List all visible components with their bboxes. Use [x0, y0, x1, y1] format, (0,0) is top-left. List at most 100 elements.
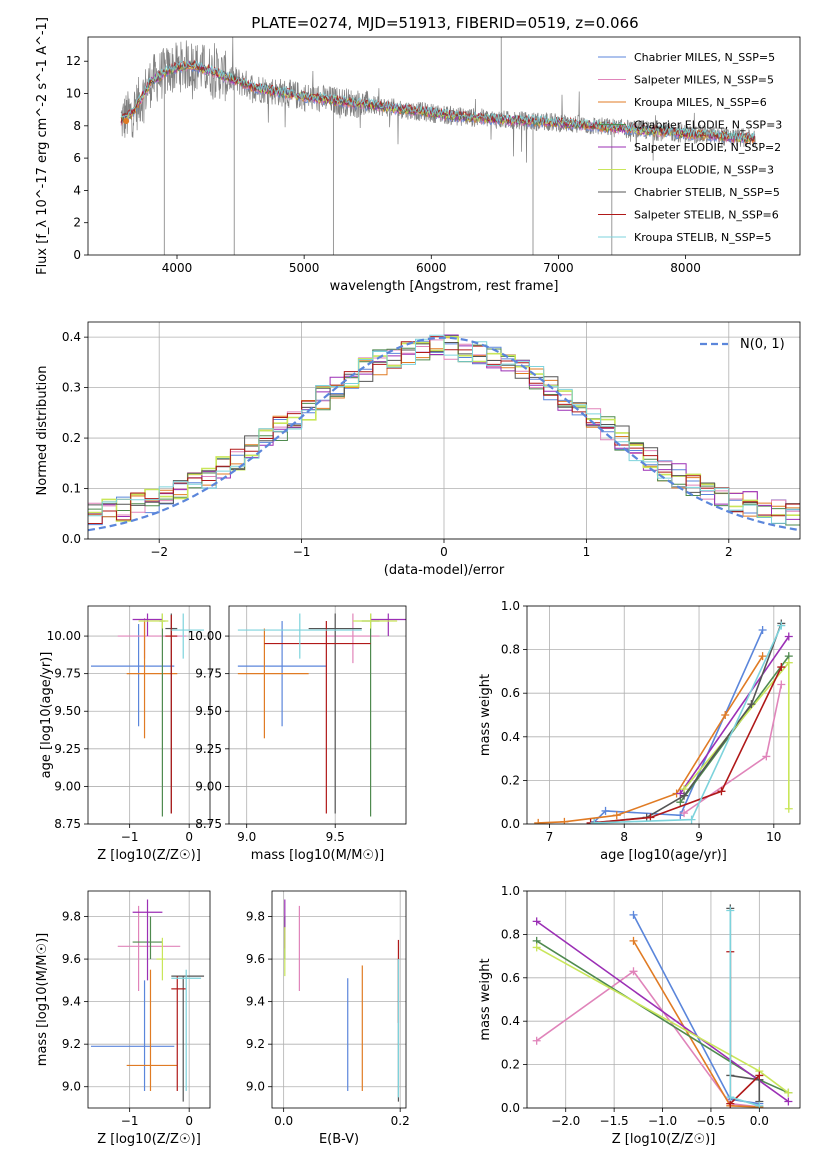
- legend: Chabrier MILES, N_SSP=5 Salpeter MILES, N…: [598, 51, 782, 244]
- weight-marker: [532, 1036, 541, 1045]
- weight-line-chabrier-miles: [590, 625, 767, 824]
- y-tick-label: 0.8: [501, 927, 520, 941]
- weight-line: [632, 914, 760, 1105]
- plot-area: [237, 613, 406, 817]
- weight-marker: [601, 806, 610, 815]
- legend-label: Kroupa ELODIE, N_SSP=3: [634, 164, 774, 177]
- ticks: −1 0 9.0 9.2 9.4 9.6 9.8: [62, 910, 193, 1128]
- weight-line-kroupa-stelib: [726, 906, 764, 1108]
- weight-marker: [784, 1088, 793, 1097]
- errorbar-kroupa-elodie: [352, 613, 398, 629]
- panel-age-vs-mass: 9.0 9.5 8.75 9.00 9.25 9.50 9.75 10.00 mass [log…: [188, 605, 407, 863]
- x-axis-label: mass [log10(M/M☉)]: [251, 848, 384, 863]
- weight-line-salpeter-elodie: [532, 917, 793, 1106]
- y-tick-label: 9.25: [54, 742, 81, 756]
- x-tick-label: −2: [150, 545, 168, 559]
- model-kroupa-stelib: [120, 59, 756, 142]
- weight-marker: [612, 811, 621, 820]
- ticks: 9.0 9.5 8.75 9.00 9.25 9.50 9.75 10.00: [188, 629, 345, 844]
- weight-line: [632, 940, 760, 1108]
- y-tick-label: 1.0: [501, 599, 520, 613]
- plot-area: [120, 37, 756, 255]
- y-tick-label: 9.75: [54, 667, 81, 681]
- y-tick-label: 10.00: [47, 629, 81, 643]
- y-axis-label: Flux [f_λ 10^-17 erg cm^-2 s^-1 A^-1]: [35, 17, 50, 275]
- axes-frame: [526, 890, 801, 1109]
- x-axis-label: E(B-V): [319, 1132, 359, 1147]
- y-tick-label: 0.0: [501, 817, 520, 831]
- y-tick-label: 9.75: [195, 667, 222, 681]
- grid: [272, 891, 406, 1108]
- ticks: 0.0 0.2 9.0 9.2 9.4 9.6 9.8: [246, 910, 410, 1128]
- ticks: −2.0 −1.5 −1.0 −0.5 0.0 0.0 0.2 0.4 0.6 0.8 1.0: [501, 884, 769, 1128]
- x-tick-label: 9.5: [326, 830, 345, 844]
- errorbar-chabrier-miles: [90, 624, 175, 727]
- y-tick-label: 1.0: [501, 884, 520, 898]
- x-tick-label: 7: [546, 830, 554, 844]
- y-tick-label: 9.00: [54, 779, 81, 793]
- errorbar-kroupa-stelib: [171, 969, 202, 1091]
- weight-marker: [784, 804, 793, 813]
- x-tick-label: 0.0: [750, 1114, 769, 1128]
- weight-marker: [629, 936, 638, 945]
- x-tick-label: 0.2: [391, 1114, 410, 1128]
- ticks: −1 0 8.75 9.00 9.25 9.50 9.75 10.00: [47, 629, 193, 844]
- y-tick-label: 0.0: [501, 1101, 520, 1115]
- weight-marker: [629, 967, 638, 976]
- legend-label: Salpeter MILES, N_SSP=5: [634, 74, 774, 87]
- weight-marker: [755, 1101, 764, 1108]
- y-tick-label: 8: [73, 119, 81, 133]
- y-tick-label: 9.0: [246, 1080, 265, 1094]
- plot-area: [90, 613, 205, 817]
- weight-marker: [755, 1071, 764, 1080]
- y-tick-label: 9.50: [195, 704, 222, 718]
- legend-label: Chabrier MILES, N_SSP=5: [634, 51, 775, 64]
- x-tick-label: 9: [695, 830, 703, 844]
- panel-weight-vs-Z: −2.0 −1.5 −1.0 −0.5 0.0 0.0 0.2 0.4 0.6 0.8 1.0 Z […: [478, 884, 801, 1147]
- errorbar-kroupa-stelib: [171, 613, 205, 659]
- x-tick-label: −1.5: [600, 1114, 629, 1128]
- errorbar-kroupa-elodie: [156, 937, 166, 981]
- weight-line: [679, 636, 790, 794]
- weight-marker: [726, 906, 735, 915]
- y-tick-label: 9.6: [246, 952, 265, 966]
- weight-line-chabrier-stelib: [590, 619, 786, 824]
- plot-area: [90, 899, 205, 1102]
- y-axis-label: mass weight: [478, 674, 493, 756]
- y-tick-label: 0.6: [501, 971, 520, 985]
- x-tick-label: −1: [293, 545, 311, 559]
- weight-marker: [784, 658, 793, 667]
- y-tick-label: 9.8: [246, 910, 265, 924]
- weight-marker: [560, 817, 569, 824]
- x-tick-label: 7000: [543, 261, 574, 275]
- x-tick-label: 5000: [289, 261, 320, 275]
- weight-line-salpeter-miles: [532, 967, 764, 1108]
- y-tick-label: 4: [73, 183, 81, 197]
- x-tick-label: 0: [440, 545, 448, 559]
- y-tick-label: 0.4: [501, 1014, 520, 1028]
- weight-marker: [676, 798, 685, 807]
- panels: 4000 5000 6000 7000 8000024681012wavelength …: [35, 17, 801, 1147]
- y-tick-label: 9.00: [195, 779, 222, 793]
- y-tick-label: 9.4: [246, 995, 265, 1009]
- y-tick-label: 8.75: [54, 817, 81, 831]
- x-tick-label: 2: [725, 545, 733, 559]
- weight-line: [538, 655, 764, 824]
- x-tick-label: 0.0: [274, 1114, 293, 1128]
- weight-line-kroupa-stelib: [590, 621, 786, 824]
- weight-marker: [646, 813, 655, 822]
- weight-line: [590, 666, 783, 824]
- y-tick-label: 9.4: [62, 995, 81, 1009]
- errorbar-kroupa-miles: [237, 628, 309, 739]
- y-tick-label: 2: [73, 216, 81, 230]
- panel-spectrum: 4000 5000 6000 7000 8000 0 2 4 6 8 10 12 wavelength …: [35, 17, 801, 294]
- weight-line-salpeter-miles: [680, 680, 786, 818]
- plot-area: [534, 619, 793, 824]
- y-tick-label: 0.4: [501, 730, 520, 744]
- errorbar-chabrier-stelib: [171, 975, 205, 1102]
- panel-mass-vs-EBV: 0.0 0.2 9.0 9.2 9.4 9.6 9.8 E(B-V): [246, 890, 410, 1147]
- x-tick-label: 0: [185, 1114, 193, 1128]
- weight-marker: [717, 787, 726, 796]
- panel-mass-vs-Z: −1 0 9.0 9.2 9.4 9.6 9.8 Z [log10(Z/Z☉)] mass [l…: [35, 890, 211, 1147]
- legend-label: Chabrier STELIB, N_SSP=5: [634, 186, 780, 199]
